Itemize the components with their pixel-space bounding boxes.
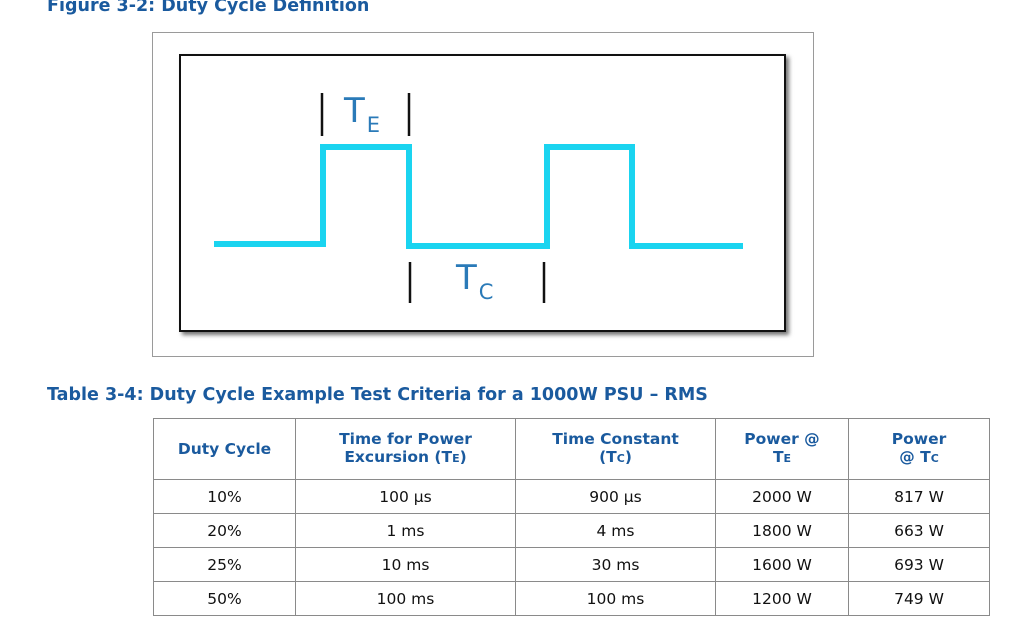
tc-label-subscript: C <box>478 280 494 304</box>
cell-time-constant: 30 ms <box>515 547 716 582</box>
cell-power-te: 1800 W <box>715 513 849 548</box>
figure-title: Figure 3-2: Duty Cycle Definition <box>47 0 370 16</box>
header-power-at-te: Power @ TE <box>715 418 849 480</box>
header-duty-cycle: Duty Cycle <box>153 418 296 480</box>
table-row: 20% 1 ms 4 ms 1800 W 663 W <box>153 513 990 548</box>
cell-duty-cycle: 10% <box>153 479 296 514</box>
table-row: 50% 100 ms 100 ms 1200 W 749 W <box>153 581 990 616</box>
cell-power-te: 1200 W <box>715 581 849 616</box>
duty-cycle-waveform <box>214 144 743 249</box>
cell-time-constant: 100 ms <box>515 581 716 616</box>
table-header-row: Duty Cycle Time for Power Excursion (TE)… <box>153 418 990 480</box>
cell-duty-cycle: 25% <box>153 547 296 582</box>
cell-duty-cycle: 20% <box>153 513 296 548</box>
tc-label-main: T <box>456 258 477 298</box>
tc-label: TC <box>456 258 493 303</box>
cell-power-te: 1600 W <box>715 547 849 582</box>
cell-power-tc: 663 W <box>848 513 990 548</box>
duty-cycle-diagram <box>214 93 743 303</box>
cell-excursion-time: 1 ms <box>295 513 516 548</box>
cell-duty-cycle: 50% <box>153 581 296 616</box>
table-row: 10% 100 µs 900 µs 2000 W 817 W <box>153 479 990 514</box>
table-row: 25% 10 ms 30 ms 1600 W 693 W <box>153 547 990 582</box>
header-time-constant: Time Constant (TC) <box>515 418 716 480</box>
figure-frame: TE TC <box>152 32 814 357</box>
duty-cycle-table: Duty Cycle Time for Power Excursion (TE)… <box>153 418 990 616</box>
cell-power-tc: 693 W <box>848 547 990 582</box>
cell-power-tc: 749 W <box>848 581 990 616</box>
header-power-at-tc: Power @ TC <box>848 418 990 480</box>
cell-power-te: 2000 W <box>715 479 849 514</box>
te-label-subscript: E <box>366 113 381 137</box>
cell-excursion-time: 10 ms <box>295 547 516 582</box>
cell-power-tc: 817 W <box>848 479 990 514</box>
figure-plot-area: TE TC <box>179 54 786 332</box>
cell-excursion-time: 100 µs <box>295 479 516 514</box>
te-label-main: T <box>344 91 365 131</box>
cell-time-constant: 900 µs <box>515 479 716 514</box>
cell-time-constant: 4 ms <box>515 513 716 548</box>
cell-excursion-time: 100 ms <box>295 581 516 616</box>
table-title: Table 3-4: Duty Cycle Example Test Crite… <box>47 385 708 405</box>
header-time-for-power-excursion: Time for Power Excursion (TE) <box>295 418 516 480</box>
te-label: TE <box>344 91 380 136</box>
